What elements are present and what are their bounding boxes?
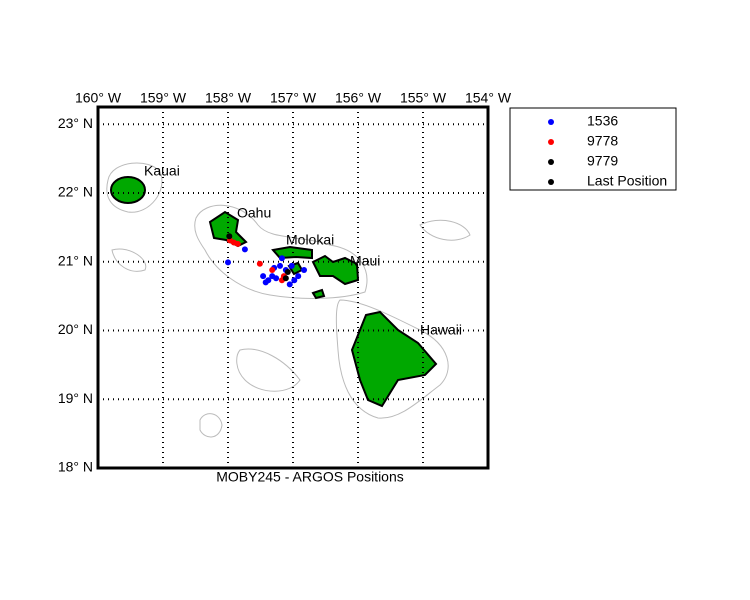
position-point bbox=[288, 262, 295, 269]
legend-label: 9779 bbox=[587, 153, 618, 169]
legend-marker bbox=[548, 119, 554, 125]
position-point bbox=[241, 246, 248, 253]
position-point bbox=[262, 279, 269, 286]
y-tick-label: 19° N bbox=[58, 390, 93, 406]
position-point bbox=[282, 275, 289, 282]
position-point bbox=[256, 260, 263, 267]
legend-marker bbox=[548, 139, 554, 145]
x-tick-label: 154° W bbox=[465, 90, 512, 106]
legend-label: 1536 bbox=[587, 113, 618, 129]
position-point bbox=[226, 233, 233, 240]
island-label: Hawaii bbox=[420, 322, 462, 338]
island bbox=[350, 310, 438, 408]
x-tick-label: 158° W bbox=[205, 90, 252, 106]
legend-marker bbox=[548, 159, 554, 165]
legend bbox=[509, 107, 677, 191]
position-point bbox=[291, 277, 298, 284]
map-title: MOBY245 - ARGOS Positions bbox=[216, 469, 404, 485]
x-tick-label: 156° W bbox=[335, 90, 382, 106]
position-point bbox=[273, 275, 280, 282]
legend-label: Last Position bbox=[587, 173, 667, 189]
depth-contours bbox=[106, 162, 471, 438]
position-point bbox=[301, 266, 308, 273]
position-point bbox=[234, 240, 241, 247]
island-label: Oahu bbox=[237, 205, 271, 221]
x-tick-label: 157° W bbox=[270, 90, 317, 106]
y-tick-label: 20° N bbox=[58, 321, 93, 337]
island-label: Molokai bbox=[286, 232, 334, 248]
y-tick-label: 22° N bbox=[58, 184, 93, 200]
x-tick-label: 155° W bbox=[400, 90, 447, 106]
position-point bbox=[286, 281, 293, 288]
position-point bbox=[277, 262, 283, 269]
island bbox=[208, 210, 248, 248]
x-tick-label: 160° W bbox=[75, 90, 122, 106]
legend-marker bbox=[548, 179, 554, 185]
position-point bbox=[225, 259, 231, 266]
position-point bbox=[269, 266, 276, 273]
y-tick-label: 18° N bbox=[58, 459, 93, 475]
island-label: Kauai bbox=[144, 163, 180, 179]
position-point bbox=[278, 255, 285, 262]
frame bbox=[96, 105, 490, 470]
island bbox=[311, 288, 326, 300]
position-point bbox=[284, 269, 291, 276]
position-point bbox=[295, 273, 302, 280]
y-tick-label: 21° N bbox=[58, 252, 93, 268]
island bbox=[110, 176, 146, 204]
legend-label: 9778 bbox=[587, 133, 618, 149]
islands bbox=[110, 176, 438, 408]
position-point bbox=[260, 273, 267, 280]
x-tick-label: 159° W bbox=[140, 90, 187, 106]
y-tick-label: 23° N bbox=[58, 115, 93, 131]
island-label: Maui bbox=[350, 253, 380, 269]
